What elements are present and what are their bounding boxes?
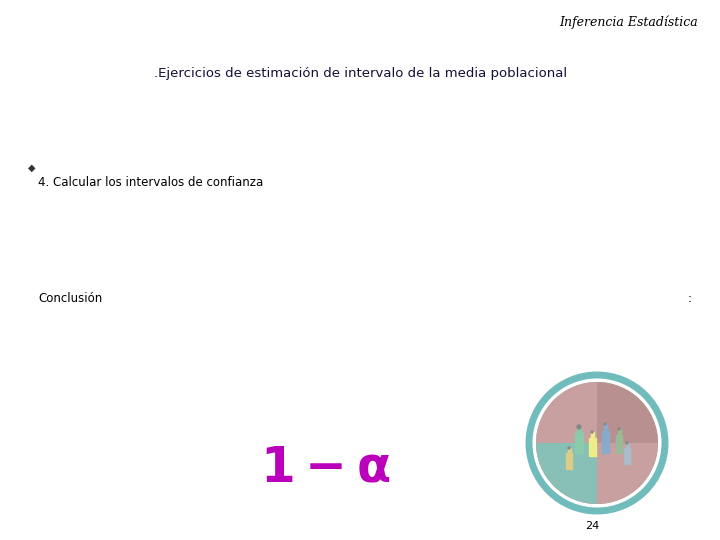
Bar [68,55,653,57]
Bar [68,89,653,90]
Bar [68,90,653,92]
Bar [68,97,653,98]
Circle shape [536,382,658,504]
Bar [68,64,653,66]
Bar [616,435,622,453]
Wedge shape [597,382,658,443]
Bar [591,432,594,438]
Circle shape [529,375,665,511]
Polygon shape [185,121,535,149]
Bar [68,68,653,70]
Bar [68,86,653,88]
Circle shape [618,428,620,430]
Bar [68,87,653,89]
Bar [68,78,653,80]
Bar [68,77,653,79]
Bar [68,66,653,68]
Bar [68,63,653,64]
Bar [68,70,653,72]
Text: 4. Calcular los intervalos de confianza: 4. Calcular los intervalos de confianza [38,176,264,188]
Bar [602,431,609,453]
Bar [68,82,653,84]
Bar [68,50,653,51]
Text: Conclusión: Conclusión [38,292,102,305]
Bar [68,75,653,76]
Circle shape [577,425,581,429]
Bar [68,83,653,85]
Bar [626,443,629,448]
Bar [68,94,653,96]
Bar [68,91,653,93]
Bar [68,53,653,55]
Bar [68,92,653,94]
Bar [68,95,653,97]
Bar [68,72,653,73]
Bar [575,433,583,453]
Bar [68,76,653,77]
Text: 24: 24 [585,521,599,531]
Bar [566,453,572,469]
Circle shape [626,442,628,444]
Bar [68,52,653,54]
Bar [215,99,290,121]
Bar [68,60,653,62]
Bar [68,47,653,49]
Bar [68,56,653,58]
Bar [68,69,653,71]
Text: $\mathbf{1-\alpha}$: $\mathbf{1-\alpha}$ [260,443,390,492]
Bar [68,79,653,82]
Circle shape [591,431,593,433]
Circle shape [568,447,570,449]
Text: .Ejercicios de estimación de intervalo de la media poblacional: .Ejercicios de estimación de intervalo d… [154,66,567,79]
Bar [604,424,607,431]
Bar [68,59,653,60]
Bar [68,85,653,86]
Bar [430,99,505,121]
Bar [68,62,653,63]
Bar [68,98,653,99]
Bar [568,448,571,453]
Bar [68,57,653,59]
Bar [577,427,581,433]
Bar [68,48,653,50]
Bar [68,81,653,83]
Bar [68,47,653,99]
Text: ◆: ◆ [28,163,36,173]
Bar [618,429,621,435]
Wedge shape [536,443,597,504]
Bar [624,448,630,464]
Bar [589,438,596,456]
Bar [68,65,653,67]
Text: Inferencia Estadística: Inferencia Estadística [559,15,698,29]
Text: :: : [688,292,692,305]
Bar [68,51,653,53]
Bar [68,73,653,75]
Circle shape [604,423,606,425]
